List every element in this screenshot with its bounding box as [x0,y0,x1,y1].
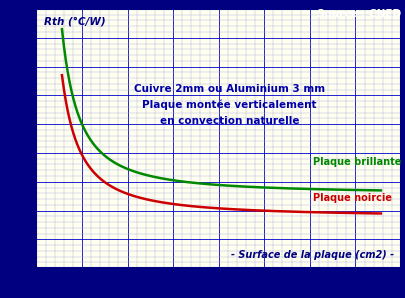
Text: Plaque noircie: Plaque noircie [313,193,392,203]
Text: Source : CNED: Source : CNED [317,9,401,19]
Text: Rth (°C/W): Rth (°C/W) [44,17,105,27]
Text: Cuivre 2mm ou Aluminium 3 mm
Plaque montée verticalement
en convection naturelle: Cuivre 2mm ou Aluminium 3 mm Plaque mont… [134,84,325,126]
Text: - Surface de la plaque (cm2) -: - Surface de la plaque (cm2) - [230,250,394,260]
Text: Plaque brillante: Plaque brillante [313,157,402,167]
